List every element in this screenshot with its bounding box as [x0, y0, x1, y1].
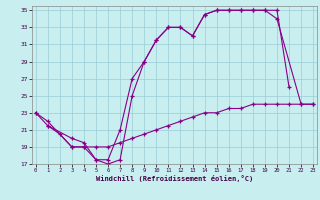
X-axis label: Windchill (Refroidissement éolien,°C): Windchill (Refroidissement éolien,°C): [96, 175, 253, 182]
